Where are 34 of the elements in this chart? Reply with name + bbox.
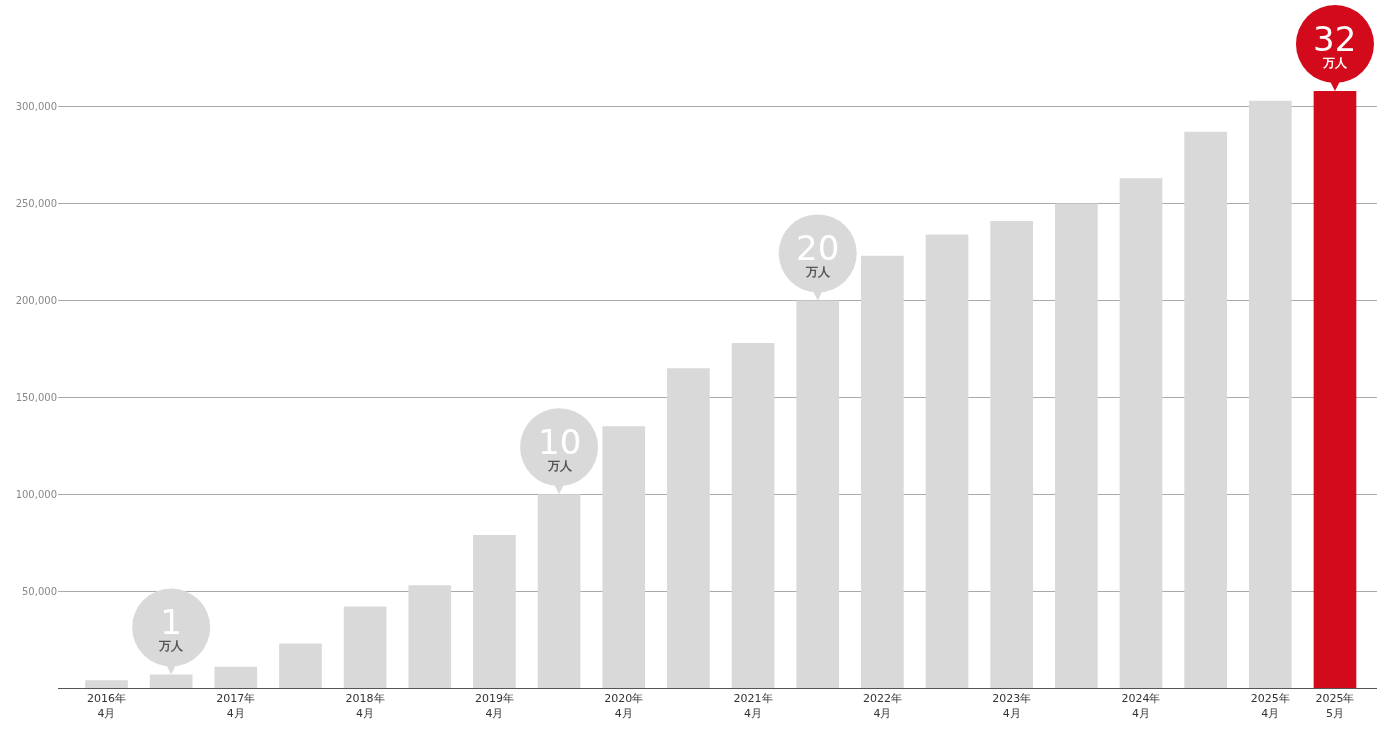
annotation: 32 万人 (1313, 19, 1357, 70)
bar (1248, 100, 1292, 688)
y-tick-label: 200,000 (15, 294, 57, 306)
y-tick-label: 150,000 (15, 391, 57, 403)
bar (473, 534, 516, 688)
bar (925, 234, 969, 688)
x-tick-label: 2016年 4月 (86, 692, 126, 720)
y-tick-label: 250,000 (15, 197, 57, 209)
x-tick-label: 2025年 4月 (1250, 692, 1290, 720)
x-tick-label: 2025年 5月 (1315, 692, 1355, 720)
bar (408, 585, 452, 688)
x-tick-label: 2021年 4月 (733, 692, 773, 720)
y-tick-label: 100,000 (15, 488, 57, 500)
x-tick-label: 2022年 4月 (862, 692, 902, 720)
x-tick-label: 2020年 4月 (604, 692, 644, 720)
y-tick-label: 50,000 (22, 585, 57, 597)
bar (602, 426, 646, 688)
bar (1119, 178, 1163, 688)
bar (279, 643, 322, 688)
bar (731, 343, 775, 688)
x-tick-label: 2018年 4月 (345, 692, 385, 720)
bar (85, 680, 128, 688)
bar (214, 666, 258, 688)
bar (1184, 131, 1227, 688)
x-tick-label: 2024年 4月 (1121, 692, 1161, 720)
bar (861, 255, 904, 688)
y-tick-label: 300,000 (15, 101, 57, 113)
bar (990, 220, 1034, 688)
x-tick-label: 2019年 4月 (474, 692, 514, 720)
x-tick-label: 2017年 4月 (216, 692, 256, 720)
bar (1055, 203, 1098, 688)
bar (343, 606, 387, 688)
x-tick-label: 2023年 4月 (992, 692, 1032, 720)
bar (667, 368, 710, 688)
